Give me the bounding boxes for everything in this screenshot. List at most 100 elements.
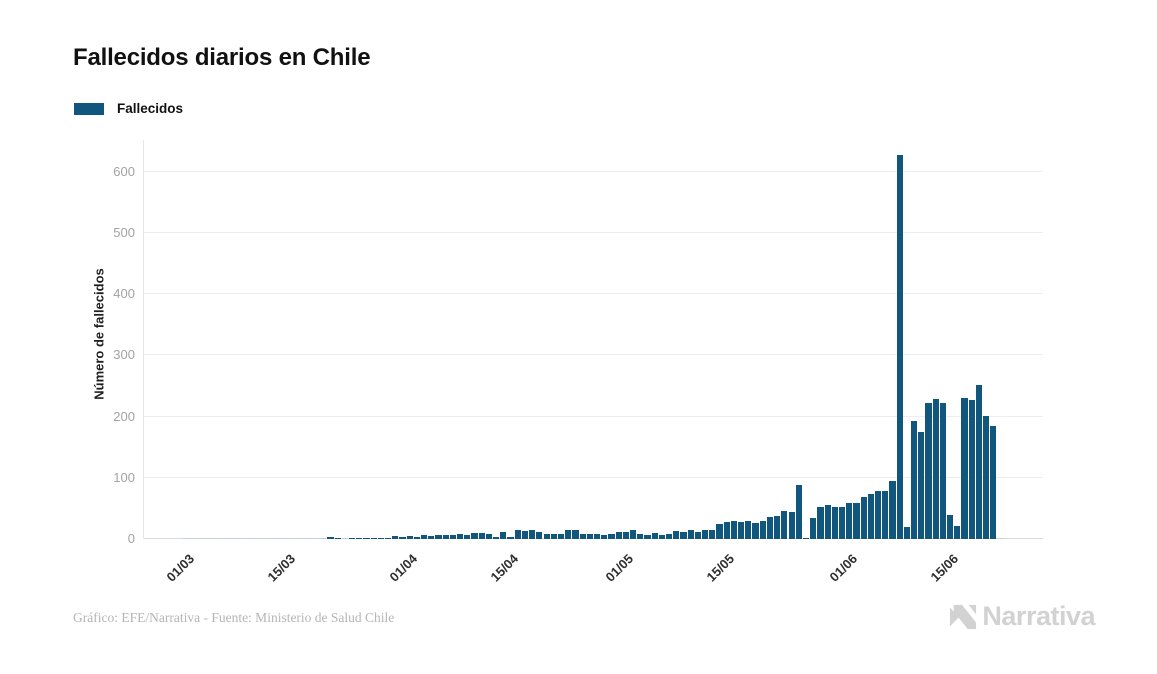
bar-30/03[interactable] [392,535,399,539]
bar-08/06[interactable] [896,154,903,539]
bar-16/03[interactable] [291,537,298,539]
bar-10/05[interactable] [687,530,694,539]
bar-23/03[interactable] [341,537,348,539]
bar-01/04[interactable] [406,535,413,539]
bar-11/05[interactable] [694,532,701,539]
bar-05/04[interactable] [435,534,442,539]
bar-09/04[interactable] [464,534,471,539]
bar-22/03[interactable] [334,538,341,539]
bar-06/06[interactable] [882,490,889,539]
bar-06/03[interactable] [219,537,226,539]
bar-15/03[interactable] [284,537,291,539]
bar-01/03[interactable] [183,537,190,539]
bar-28/04[interactable] [601,534,608,539]
bar-12/03[interactable] [262,537,269,539]
bar-23/05[interactable] [781,511,788,539]
bar-14/06[interactable] [939,403,947,539]
bar-22/04[interactable] [557,533,565,539]
bar-28/05[interactable] [817,507,824,539]
bar-09/03[interactable] [240,537,248,539]
bar-15/05[interactable] [723,522,730,539]
bar-05/05[interactable] [651,532,658,539]
bar-12/04[interactable] [485,533,493,539]
bar-04/05[interactable] [644,534,651,539]
bar-29/05[interactable] [824,505,831,539]
bar-17/05[interactable] [738,522,745,539]
bar-02/03[interactable] [190,537,197,539]
bar-03/03[interactable] [197,537,204,539]
bar-02/05[interactable] [629,530,637,539]
bar-10/03[interactable] [248,537,255,539]
bar-05/03[interactable] [212,537,219,539]
bar-19/06[interactable] [975,384,983,539]
bar-08/04[interactable] [457,534,464,539]
bar-20/06[interactable] [983,415,990,539]
bar-20/04[interactable] [543,533,550,539]
bar-21/04[interactable] [550,534,557,539]
bar-11/06[interactable] [918,432,925,539]
bar-04/04[interactable] [428,535,435,539]
bar-08/05[interactable] [673,531,680,539]
bar-18/03[interactable] [305,537,312,539]
bar-26/03[interactable] [363,537,370,539]
bar-17/03[interactable] [298,537,305,539]
bar-31/03[interactable] [399,536,406,539]
bar-23/04[interactable] [565,529,572,539]
bar-09/05[interactable] [680,532,687,539]
bar-18/05[interactable] [745,520,752,539]
bar-12/05[interactable] [702,529,709,539]
bar-04/06[interactable] [867,493,874,539]
bar-01/06[interactable] [846,502,853,539]
bar-16/05[interactable] [730,521,738,539]
legend[interactable]: Fallecidos [74,101,183,116]
bar-30/04[interactable] [615,532,622,539]
bar-02/06[interactable] [853,502,860,539]
bar-19/04[interactable] [536,532,543,539]
bar-03/05[interactable] [637,533,644,539]
bar-03/04[interactable] [420,535,428,539]
bar-11/04[interactable] [478,532,485,539]
bar-08/03[interactable] [233,537,240,539]
bar-24/03[interactable] [348,538,356,539]
bar-07/05[interactable] [666,533,673,539]
bar-07/04[interactable] [449,534,456,539]
bar-07/03[interactable] [226,537,233,539]
bar-25/05[interactable] [795,485,802,539]
bar-24/05[interactable] [788,512,795,539]
bar-13/05[interactable] [709,529,716,539]
bar-22/06[interactable] [997,537,1004,539]
bar-19/05[interactable] [752,523,759,539]
bar-26/04[interactable] [586,534,593,539]
bar-31/05[interactable] [838,506,846,539]
bar-28/03[interactable] [377,538,384,539]
bar-09/06[interactable] [903,526,910,539]
bar-17/06[interactable] [961,397,968,539]
bar-14/03[interactable] [276,537,284,539]
bar-20/05[interactable] [759,521,766,539]
bar-13/04[interactable] [493,536,500,539]
bar-11/03[interactable] [255,537,262,539]
bar-02/04[interactable] [413,536,420,539]
bar-27/03[interactable] [370,537,377,539]
bar-14/04[interactable] [500,531,507,539]
bar-13/06[interactable] [932,398,939,539]
bar-01/05[interactable] [622,531,629,539]
bar-29/04[interactable] [608,534,615,539]
bar-19/03[interactable] [312,537,320,539]
bar-03/06[interactable] [860,497,867,539]
bar-13/03[interactable] [269,537,276,539]
bar-12/06[interactable] [925,403,932,539]
bar-18/06[interactable] [968,399,975,539]
bar-25/03[interactable] [356,537,363,539]
bar-06/05[interactable] [658,535,665,539]
bar-14/05[interactable] [716,523,723,539]
bar-26/05[interactable] [802,537,810,539]
bar-21/05[interactable] [766,516,774,539]
bar-21/03[interactable] [327,537,334,539]
bar-10/04[interactable] [471,532,478,539]
bar-29/03[interactable] [384,537,392,539]
bar-06/04[interactable] [442,535,449,539]
bar-16/04[interactable] [514,530,521,539]
bar-24/04[interactable] [572,530,579,539]
bar-10/06[interactable] [911,420,918,539]
